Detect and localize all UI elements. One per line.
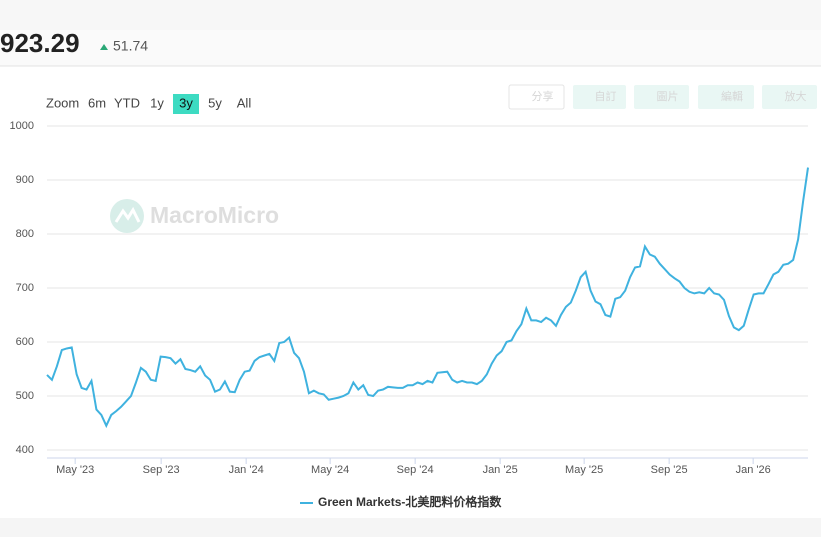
y-tick-label: 500 (16, 390, 34, 402)
y-tick-label: 400 (16, 444, 34, 456)
toolbar-button[interactable] (508, 84, 565, 110)
toolbar-label[interactable]: 圖片 (657, 90, 679, 103)
watermark-text: MacroMicro (150, 202, 279, 228)
x-tick-label: May '23 (56, 464, 94, 476)
toolbar-button[interactable] (573, 85, 626, 109)
watermark: MacroMicro (110, 199, 279, 233)
range-button[interactable]: YTD (114, 95, 140, 110)
bottom-band (0, 518, 821, 537)
y-tick-label: 900 (16, 174, 34, 186)
toolbar-label[interactable]: 自訂 (595, 89, 617, 103)
x-tick-label: Sep '23 (143, 464, 180, 476)
toolbar-label[interactable]: 放大 (785, 89, 807, 103)
x-tick-label: Jan '26 (736, 464, 771, 476)
header-value: 923.29 (0, 28, 80, 58)
top-band (0, 0, 821, 30)
x-tick-label: Jan '25 (483, 464, 518, 476)
data-line (46, 167, 809, 429)
toolbar-label[interactable]: 編輯 (721, 89, 743, 103)
watermark-logo-mark (114, 206, 141, 223)
range-button[interactable]: 6m (88, 95, 106, 110)
y-tick-label: 600 (16, 336, 34, 348)
toolbar-label[interactable]: 分享 (532, 89, 554, 103)
header-change: 51.74 (113, 38, 148, 54)
y-tick-label: 1000 (10, 120, 34, 132)
range-button-bg[interactable] (173, 94, 199, 114)
range-button[interactable]: 3y (179, 95, 193, 110)
range-button[interactable]: 5y (208, 95, 222, 110)
toolbar-button[interactable] (762, 85, 817, 109)
toolbar-button[interactable] (698, 85, 754, 109)
x-tick-label: May '25 (565, 464, 603, 476)
toolbar-button[interactable] (634, 85, 689, 109)
header-band (0, 30, 821, 66)
range-button[interactable]: All (237, 95, 252, 110)
y-tick-label: 700 (16, 282, 34, 294)
range-button[interactable]: 1y (150, 95, 164, 110)
zoom-label: Zoom (46, 95, 79, 110)
x-tick-label: Jan '24 (229, 464, 264, 476)
x-tick-label: May '24 (311, 464, 349, 476)
legend-label[interactable]: Green Markets-北美肥料价格指数 (318, 494, 502, 509)
x-tick-label: Sep '25 (651, 464, 688, 476)
x-tick-label: Sep '24 (397, 464, 434, 476)
y-tick-label: 800 (16, 228, 34, 240)
up-arrow (100, 44, 108, 50)
